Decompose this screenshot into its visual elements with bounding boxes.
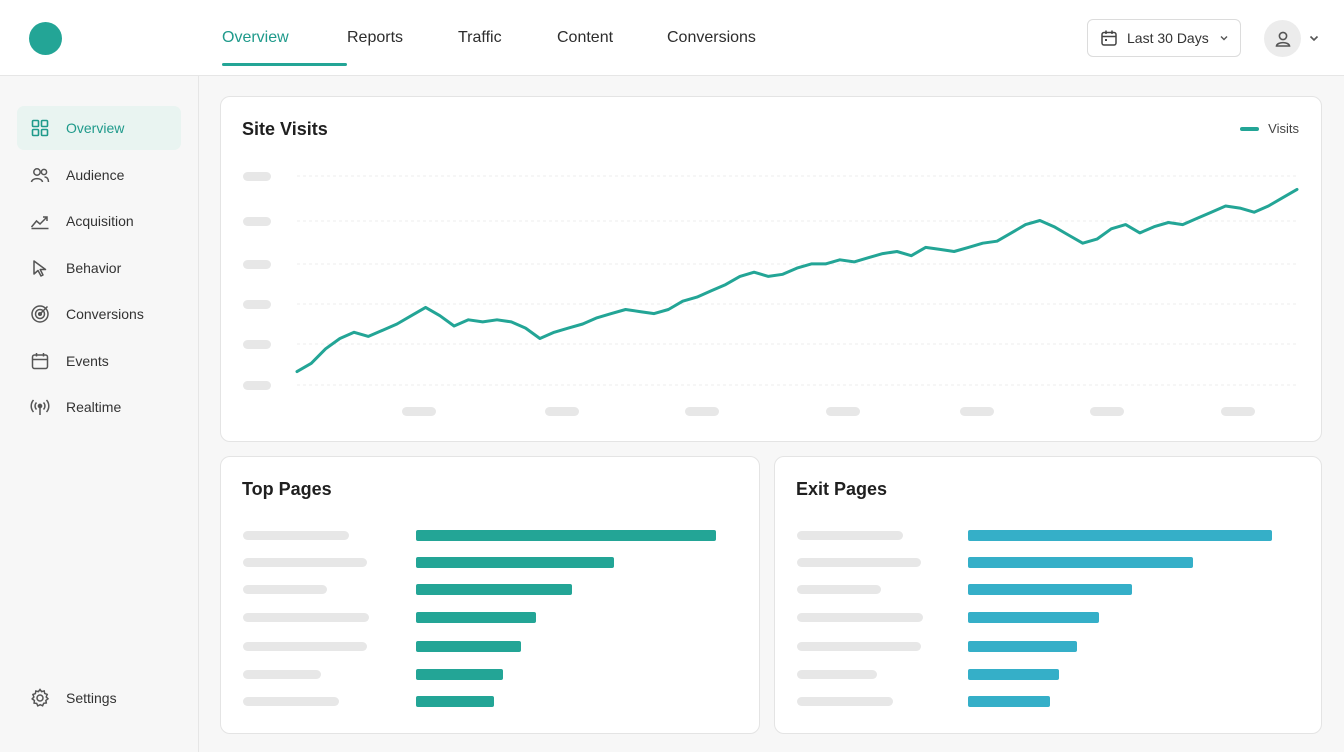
page-label-placeholder [243, 585, 327, 594]
top-pages-card: Top Pages [220, 456, 760, 734]
y-tick-label-placeholder [243, 260, 271, 269]
bar-1[interactable] [416, 530, 716, 541]
sidebar: Overview Audience Acquisition Behavior C… [0, 76, 199, 752]
exit-pages-card: Exit Pages [774, 456, 1322, 734]
app-logo[interactable] [29, 22, 62, 55]
sidebar-item-events[interactable]: Events [17, 339, 181, 383]
top-bar: Overview Reports Traffic Content Convers… [0, 0, 1344, 76]
page-label-placeholder [797, 697, 893, 706]
bar-1[interactable] [968, 530, 1272, 541]
x-tick-label-placeholder [545, 407, 579, 416]
page-label-placeholder [243, 558, 367, 567]
card-title: Exit Pages [796, 479, 888, 499]
sidebar-item-settings[interactable]: Settings [17, 676, 181, 720]
site-visits-card: Site Visits Visits [220, 96, 1322, 442]
bar-2[interactable] [416, 557, 614, 568]
date-range-label: Last 30 Days [1127, 30, 1209, 46]
chevron-down-icon[interactable] [1307, 31, 1321, 45]
bar-2[interactable] [968, 557, 1193, 568]
page-label-placeholder [797, 531, 903, 540]
y-tick-label-placeholder [243, 340, 271, 349]
sidebar-item-label: Overview [66, 120, 125, 136]
y-tick-label-placeholder [243, 172, 271, 181]
page-label-placeholder [243, 642, 367, 651]
card-title: Top Pages [242, 479, 332, 499]
y-tick-label-placeholder [243, 300, 271, 309]
x-tick-label-placeholder [402, 407, 436, 416]
tab-conversions[interactable]: Conversions [667, 29, 756, 46]
sidebar-item-label: Realtime [66, 399, 122, 415]
sidebar-item-label: Behavior [66, 260, 122, 276]
bar-3[interactable] [416, 584, 572, 595]
bar-7[interactable] [968, 696, 1051, 707]
sidebar-item-audience[interactable]: Audience [17, 153, 181, 197]
sidebar-item-overview[interactable]: Overview [17, 106, 181, 150]
legend-label: Visits [1268, 121, 1299, 136]
x-tick-label-placeholder [1221, 407, 1255, 416]
bar-7[interactable] [416, 696, 494, 707]
page-label-placeholder [243, 613, 369, 622]
sidebar-item-label: Conversions [66, 306, 144, 322]
main-tabs: Overview Reports Traffic Content Convers… [222, 0, 777, 76]
broadcast-icon [30, 397, 50, 417]
page-label-placeholder [797, 642, 921, 651]
series-line-visits [295, 187, 1299, 374]
gear-icon [30, 688, 50, 708]
tab-traffic[interactable]: Traffic [458, 29, 502, 46]
x-tick-label-placeholder [826, 407, 860, 416]
user-icon [1273, 29, 1293, 49]
x-tick-label-placeholder [960, 407, 994, 416]
chart-legend: Visits [1240, 121, 1299, 136]
sidebar-item-realtime[interactable]: Realtime [17, 385, 181, 429]
calendar-icon [30, 351, 50, 371]
page-label-placeholder [797, 585, 881, 594]
target-icon [30, 304, 50, 324]
page-label-placeholder [797, 558, 921, 567]
tab-content[interactable]: Content [557, 29, 614, 46]
page-label-placeholder [797, 670, 877, 679]
bar-5[interactable] [968, 641, 1078, 652]
bar-4[interactable] [416, 612, 536, 623]
date-range-dropdown[interactable]: Last 30 Days [1087, 19, 1241, 57]
x-tick-label-placeholder [685, 407, 719, 416]
page-label-placeholder [243, 670, 321, 679]
bar-5[interactable] [416, 641, 521, 652]
cursor-icon [30, 258, 50, 278]
grid-icon [30, 118, 50, 138]
y-tick-label-placeholder [243, 217, 271, 226]
chevron-down-icon [1218, 32, 1230, 44]
sidebar-item-conversions[interactable]: Conversions [17, 292, 181, 336]
sidebar-item-label: Events [66, 353, 109, 369]
y-tick-label-placeholder [243, 381, 271, 390]
calendar-icon [1100, 29, 1118, 47]
page-label-placeholder [243, 697, 339, 706]
bar-3[interactable] [968, 584, 1133, 595]
sidebar-item-acquisition[interactable]: Acquisition [17, 199, 181, 243]
page-label-placeholder [243, 531, 349, 540]
card-title: Site Visits [242, 119, 328, 139]
sidebar-item-label: Settings [66, 690, 117, 706]
page-label-placeholder [797, 613, 923, 622]
tab-reports[interactable]: Reports [347, 29, 404, 46]
sidebar-item-label: Audience [66, 167, 125, 183]
sidebar-item-label: Acquisition [66, 213, 134, 229]
trend-icon [30, 211, 50, 231]
sidebar-item-behavior[interactable]: Behavior [17, 246, 181, 290]
users-icon [30, 165, 50, 185]
avatar[interactable] [1264, 20, 1301, 57]
x-tick-label-placeholder [1090, 407, 1124, 416]
tab-overview[interactable]: Overview [222, 0, 347, 76]
bar-6[interactable] [416, 669, 503, 680]
legend-swatch [1240, 126, 1260, 131]
bar-4[interactable] [968, 612, 1099, 623]
visits-line-chart [295, 175, 1299, 386]
bar-6[interactable] [968, 669, 1060, 680]
